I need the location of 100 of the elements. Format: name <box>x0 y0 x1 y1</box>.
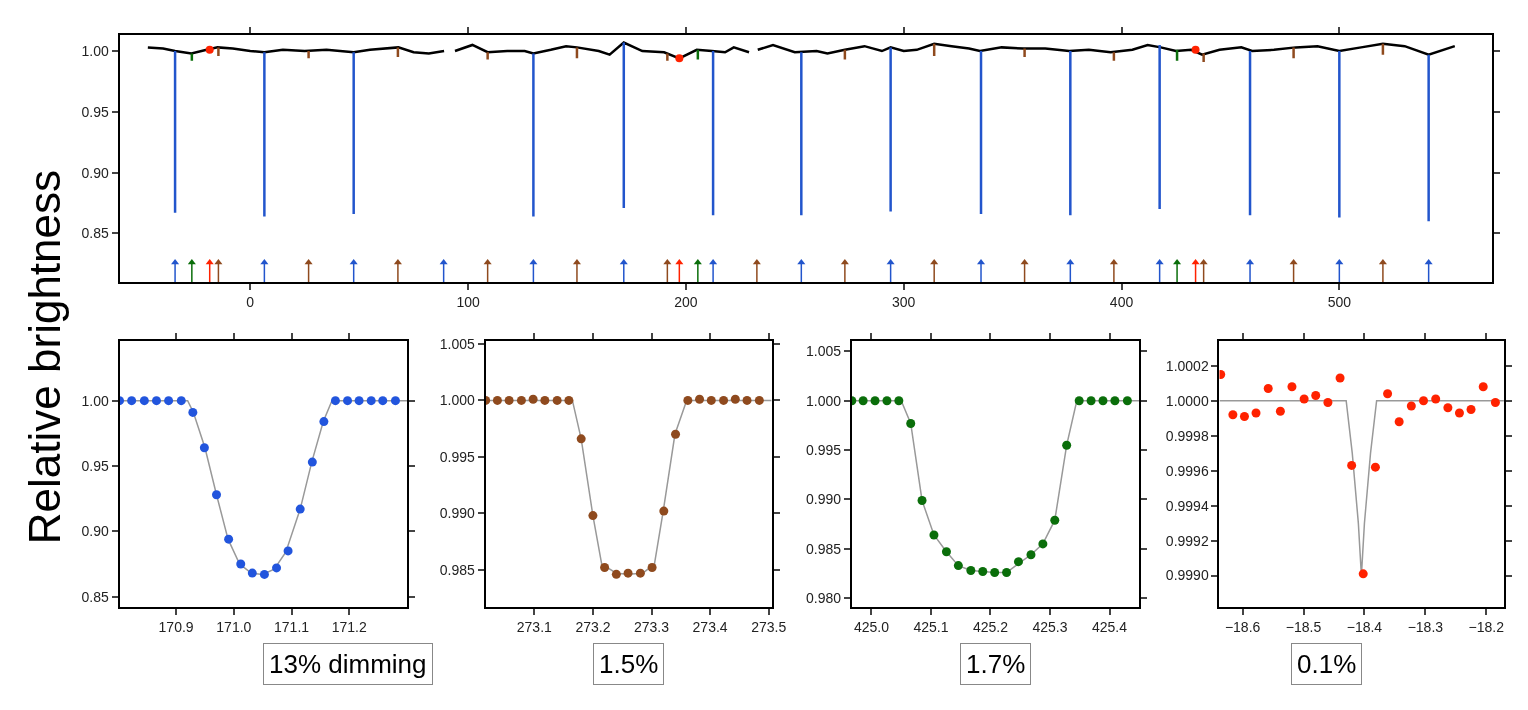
point <box>953 561 963 571</box>
point <box>330 396 340 406</box>
point <box>1311 390 1321 400</box>
point <box>295 504 305 514</box>
x-tick-label: 425.2 <box>972 618 1009 635</box>
point <box>754 395 764 405</box>
x-tick-label: 170.9 <box>158 618 194 635</box>
y-tick-label: 1.000 <box>805 392 842 409</box>
x-tick-label: 171.2 <box>331 618 367 635</box>
y-tick-label: 0.995 <box>805 442 842 459</box>
x-tick-label: 273.3 <box>633 618 670 635</box>
y-tick-label: 1.000 <box>439 392 476 409</box>
point <box>1228 410 1238 420</box>
y-tick-label: 0.9996 <box>1165 462 1209 479</box>
x-tick-label: 400 <box>1109 293 1134 310</box>
y-tick-label: 0.95 <box>81 103 109 120</box>
point <box>1251 408 1261 418</box>
point <box>966 566 976 576</box>
text: 0.1% <box>1297 649 1357 679</box>
x-tick-label: 100 <box>456 293 480 310</box>
point <box>390 396 400 406</box>
y-tick-label: 0.990 <box>439 505 476 522</box>
point <box>205 45 214 54</box>
point <box>611 569 621 579</box>
point <box>1406 401 1416 411</box>
point <box>1454 408 1464 418</box>
point <box>259 569 269 579</box>
x-tick-label: 273.2 <box>575 618 611 635</box>
point <box>139 396 149 406</box>
point <box>343 396 353 406</box>
point <box>188 407 198 417</box>
point <box>378 396 388 406</box>
y-tick-label: 0.95 <box>81 457 109 474</box>
point <box>272 563 282 573</box>
point <box>742 395 752 405</box>
x-tick-label: 200 <box>674 293 698 310</box>
x-tick-label: 0 <box>246 293 255 310</box>
point <box>1358 569 1368 579</box>
x-tick-label: 425.1 <box>913 618 949 635</box>
y-tick-label: 0.985 <box>805 540 842 557</box>
point <box>635 568 645 578</box>
x-tick-label: −18.5 <box>1285 618 1322 635</box>
point <box>730 394 740 404</box>
point <box>199 443 209 453</box>
point <box>540 395 550 405</box>
point <box>1191 45 1200 54</box>
point <box>1098 396 1108 406</box>
point <box>1002 568 1012 578</box>
y-tick-label: 0.980 <box>805 590 842 607</box>
x-tick-label: −18.6 <box>1224 618 1261 635</box>
point <box>283 546 293 556</box>
point <box>151 396 161 406</box>
point <box>1323 397 1333 407</box>
x-tick-label: 300 <box>892 293 916 310</box>
point <box>576 434 586 444</box>
point <box>1370 462 1380 472</box>
point <box>1263 383 1273 393</box>
point <box>600 563 610 573</box>
text: 1.7% <box>966 649 1026 679</box>
text: 13% dimming <box>269 649 427 679</box>
point <box>906 418 916 428</box>
point <box>552 395 562 405</box>
point <box>1086 396 1096 406</box>
x-tick-label: 273.5 <box>751 618 787 635</box>
point <box>978 567 988 577</box>
point <box>504 395 514 405</box>
point <box>1299 394 1309 404</box>
y-tick-label: 0.90 <box>81 164 109 181</box>
point <box>1466 404 1476 414</box>
x-tick-label: 273.4 <box>692 618 728 635</box>
point <box>492 395 502 405</box>
text: 1.5% <box>599 649 659 679</box>
y-tick-label: 0.9992 <box>1165 532 1209 549</box>
point <box>1394 417 1404 427</box>
point <box>1062 440 1072 450</box>
y-tick-label: 1.0002 <box>1165 357 1209 374</box>
point <box>1013 557 1023 567</box>
y-tick-label: 1.005 <box>439 335 476 352</box>
y-tick-label: 0.995 <box>439 448 476 465</box>
point <box>1026 550 1036 560</box>
point <box>706 395 716 405</box>
y-tick-label: 1.00 <box>81 42 109 59</box>
point <box>1443 403 1453 413</box>
y-tick-label: 1.00 <box>81 392 109 409</box>
point <box>1050 515 1060 525</box>
point <box>247 568 257 578</box>
point <box>366 396 376 406</box>
y-tick-label: 0.85 <box>81 225 109 242</box>
point <box>1122 396 1132 406</box>
point <box>1287 382 1297 392</box>
point <box>623 568 633 578</box>
point <box>127 396 137 406</box>
x-tick-label: 425.4 <box>1092 618 1128 635</box>
y-tick-label: 0.9990 <box>1165 567 1209 584</box>
x-tick-label: 425.0 <box>853 618 890 635</box>
point <box>1335 373 1345 383</box>
y-tick-label: 0.9994 <box>1165 497 1209 514</box>
point <box>929 530 939 540</box>
y-tick-label: 0.90 <box>81 523 109 540</box>
point <box>894 396 904 406</box>
